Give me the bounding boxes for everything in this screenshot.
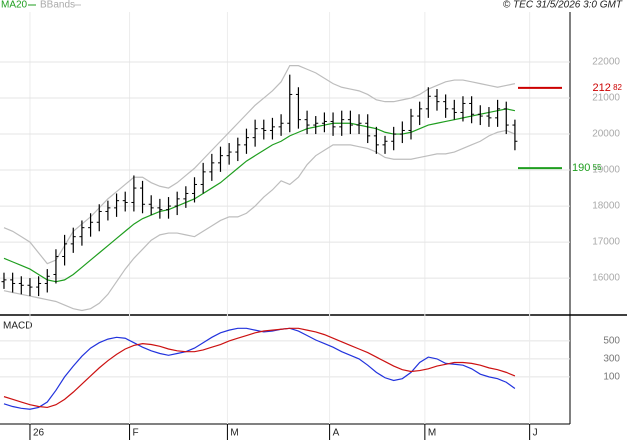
legend-label: MA20 bbox=[1, 0, 28, 11]
y-tick-label: 20000 bbox=[592, 129, 620, 140]
x-tick-label: F bbox=[133, 428, 139, 439]
ma-line bbox=[3, 108, 516, 283]
y-tick-label: 18000 bbox=[592, 201, 620, 212]
y-tick-label: 300 bbox=[603, 354, 620, 365]
source: © TEC 31/5/2026 3:0 GMT bbox=[503, 0, 623, 11]
price-label: 190 55 bbox=[572, 162, 602, 174]
x-tick-label: 26 bbox=[33, 428, 45, 439]
x-tick-label: M bbox=[428, 428, 436, 439]
y-tick-label: 17000 bbox=[592, 237, 620, 248]
y-tick-label: 19000 bbox=[592, 165, 620, 176]
macd-line bbox=[3, 327, 516, 409]
y-tick-label: 22000 bbox=[592, 57, 620, 68]
price-label-part: 55 bbox=[590, 163, 602, 172]
panel-title: MACD bbox=[3, 321, 32, 332]
price-label-part: 212 bbox=[593, 82, 611, 94]
x-tick-label: M bbox=[230, 428, 238, 439]
legend-label: BBands bbox=[40, 0, 75, 11]
y-tick-label: 16000 bbox=[592, 273, 620, 284]
y-tick-label: 500 bbox=[603, 336, 620, 347]
price-label-part: 190 bbox=[572, 162, 590, 174]
y-tick-label: 100 bbox=[603, 372, 620, 383]
band-lower bbox=[3, 129, 516, 312]
band-upper bbox=[3, 65, 516, 265]
price-label: 212 82 bbox=[593, 82, 623, 94]
x-tick-label: J bbox=[533, 428, 538, 439]
x-tick-label: A bbox=[333, 428, 340, 439]
macd-line bbox=[3, 327, 516, 410]
y-tick-label: 21000 bbox=[592, 93, 620, 104]
price-label-part: 82 bbox=[611, 83, 623, 92]
